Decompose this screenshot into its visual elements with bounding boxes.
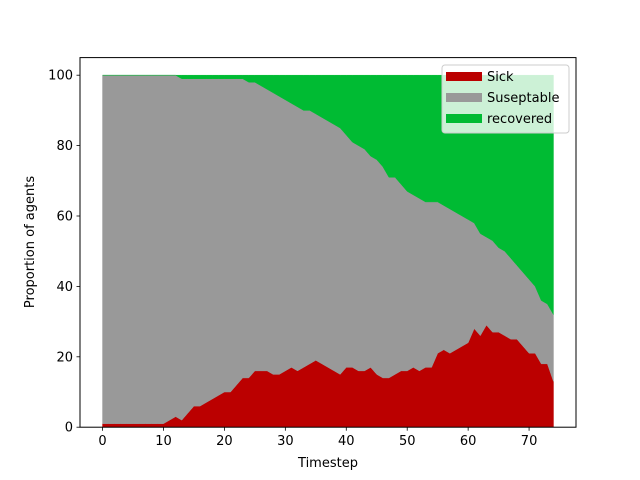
legend-swatch-recovered	[446, 114, 482, 123]
x-tick-label: 50	[399, 434, 416, 449]
x-axis-ticks: 0 10 20 30 40 50 60 70	[98, 427, 537, 449]
legend-swatch-suseptable	[446, 93, 482, 102]
x-tick-label: 10	[155, 434, 172, 449]
y-tick-label: 40	[56, 280, 73, 295]
legend-label-recovered: recovered	[487, 112, 552, 127]
x-tick-label: 30	[277, 434, 294, 449]
y-tick-label: 0	[65, 421, 73, 436]
y-tick-label: 100	[48, 69, 73, 84]
x-tick-label: 70	[521, 434, 538, 449]
legend-swatch-sick	[446, 72, 482, 81]
x-tick-label: 60	[460, 434, 477, 449]
legend-label-sick: Sick	[487, 70, 514, 85]
y-tick-label: 60	[56, 210, 73, 225]
area-layers	[102, 74, 554, 428]
area-recovered	[102, 74, 554, 316]
y-axis-label: Proportion of agents	[23, 176, 38, 308]
legend-label-suseptable: Suseptable	[487, 91, 559, 106]
x-tick-label: 20	[216, 434, 233, 449]
legend: Sick Suseptable recovered	[441, 64, 570, 134]
y-tick-label: 20	[56, 350, 73, 365]
plot-frame	[79, 57, 577, 428]
x-axis-label: Timestep	[297, 456, 358, 471]
y-axis-ticks: 0 20 40 60 80 100	[48, 69, 80, 436]
y-tick-label: 80	[56, 139, 73, 154]
x-tick-label: 0	[98, 434, 106, 449]
x-tick-label: 40	[338, 434, 355, 449]
